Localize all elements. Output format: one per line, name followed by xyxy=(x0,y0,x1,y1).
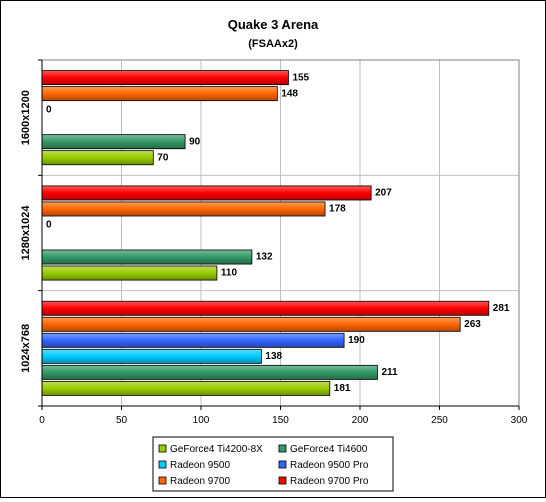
data-label: 138 xyxy=(265,351,282,362)
bar xyxy=(41,332,345,348)
data-label: 263 xyxy=(464,319,481,330)
legend-swatch xyxy=(278,476,287,485)
legend-swatch xyxy=(278,460,287,469)
chart-title: Quake 3 Arena xyxy=(228,17,319,32)
x-tick-label: 50 xyxy=(116,415,128,426)
bar xyxy=(41,364,378,380)
category-label: 1600x1200 xyxy=(20,90,32,145)
data-label: 155 xyxy=(292,72,309,83)
bar xyxy=(41,150,154,166)
legend-swatch xyxy=(158,460,167,469)
legend-item-label: GeForce4 Ti4200-8X xyxy=(170,444,263,455)
data-label: 207 xyxy=(375,188,392,199)
data-label: 0 xyxy=(46,104,52,115)
bar xyxy=(41,185,372,201)
legend-item-label: Radeon 9700 Pro xyxy=(290,476,369,487)
bar xyxy=(41,249,253,265)
data-label: 181 xyxy=(334,383,351,394)
data-label: 0 xyxy=(46,220,52,231)
bar xyxy=(41,316,461,332)
bar xyxy=(41,134,186,150)
legend-swatch xyxy=(278,444,287,453)
plot-area: 1600x1200 70 90 0 148 155 1280x1024 110 132 0 178 2… xyxy=(20,59,528,426)
legend-swatch xyxy=(158,444,167,453)
data-label: 132 xyxy=(256,252,273,263)
legend-item-label: Radeon 9500 xyxy=(170,460,230,471)
bar xyxy=(41,380,331,396)
bar xyxy=(41,300,490,316)
chart-subtitle: (FSAAx2) xyxy=(248,38,298,50)
legend-swatch xyxy=(158,476,167,485)
x-tick-label: 250 xyxy=(431,415,448,426)
data-label: 90 xyxy=(189,136,201,147)
x-tick-label: 200 xyxy=(352,415,369,426)
category-label: 1280x1024 xyxy=(20,205,32,261)
legend: GeForce4 Ti4200-8X GeForce4 Ti4600 Radeon … xyxy=(152,436,394,492)
bar xyxy=(41,70,289,86)
data-label: 148 xyxy=(281,88,298,99)
x-tick-label: 100 xyxy=(193,415,210,426)
x-tick-label: 0 xyxy=(39,415,45,426)
legend-item-label: GeForce4 Ti4600 xyxy=(290,444,368,455)
bar xyxy=(41,348,262,364)
bar xyxy=(41,86,278,102)
data-label: 70 xyxy=(157,152,169,163)
data-label: 281 xyxy=(493,303,510,314)
legend-box xyxy=(152,436,394,492)
data-label: 178 xyxy=(329,204,346,215)
x-tick-label: 150 xyxy=(272,415,289,426)
data-label: 190 xyxy=(348,335,365,346)
bar xyxy=(41,201,326,217)
bar xyxy=(41,265,218,281)
legend-item-label: Radeon 9500 Pro xyxy=(290,460,369,471)
legend-item-label: Radeon 9700 xyxy=(170,476,230,487)
x-tick-label: 300 xyxy=(511,415,528,426)
category-label: 1024x768 xyxy=(20,324,32,373)
data-label: 110 xyxy=(221,268,238,279)
data-label: 211 xyxy=(381,367,398,378)
